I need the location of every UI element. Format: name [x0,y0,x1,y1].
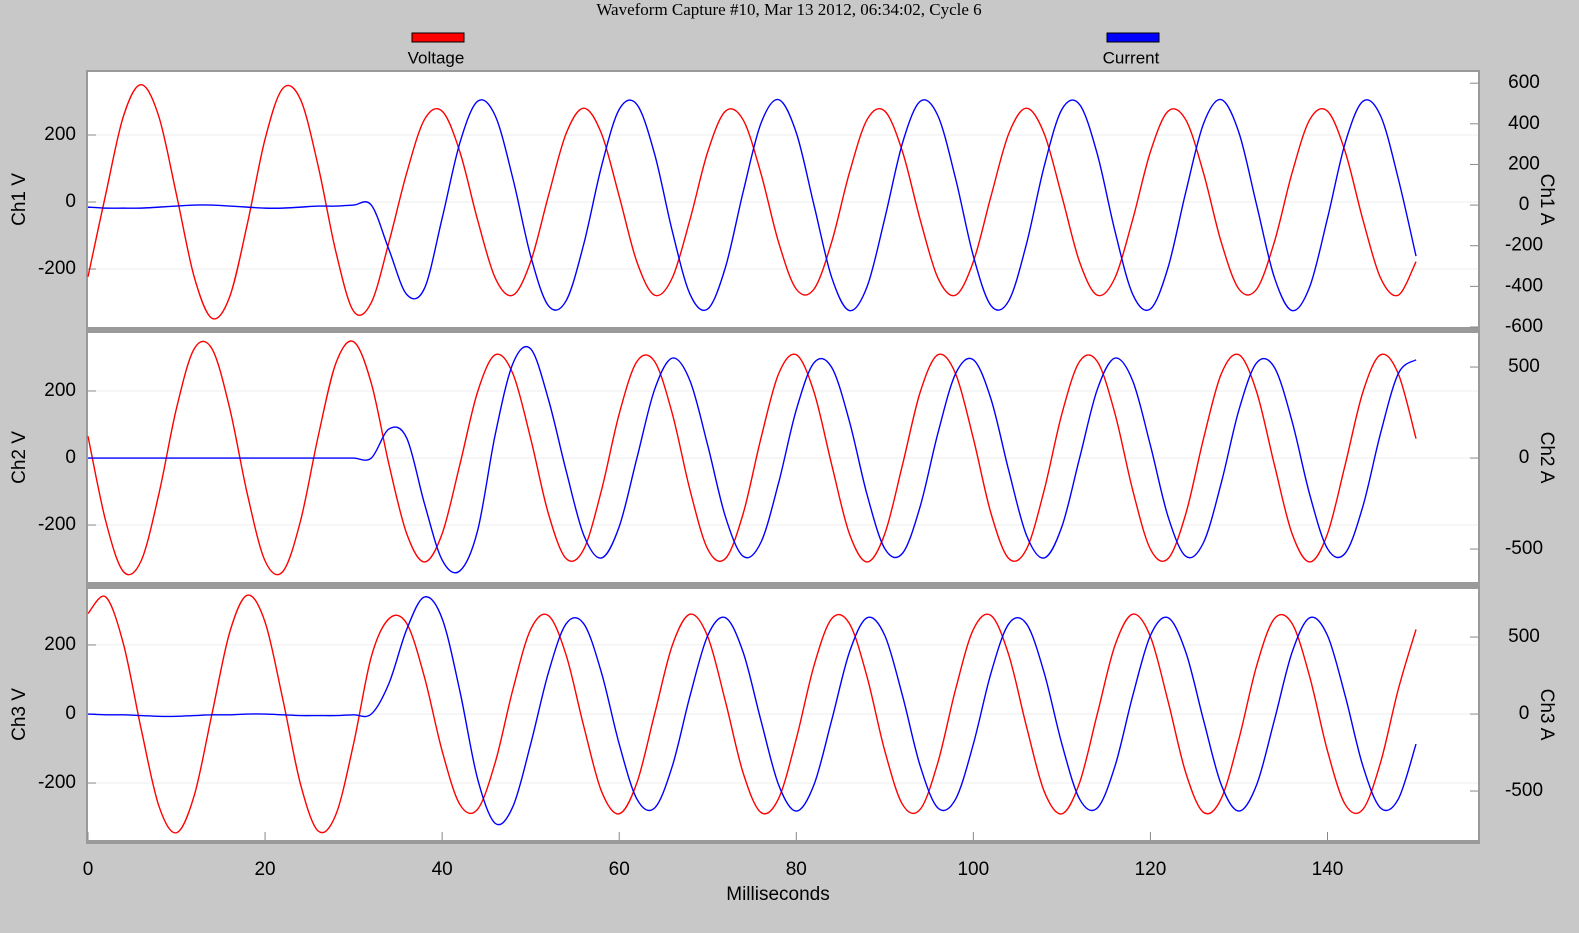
y2-tick-label: 600 [1508,72,1540,93]
y2-tick-label: 0 [1519,194,1530,215]
chart-title: Waveform Capture #10, Mar 13 2012, 06:34… [596,0,981,19]
y2-tick-label: 400 [1508,113,1540,134]
plot-area [88,589,1478,840]
legend-swatch [1106,32,1160,43]
x-tick-label: 40 [432,859,453,880]
plot-area [88,72,1478,327]
y-tick-label: 200 [44,634,76,655]
y2-axis-label: Ch3 A [1536,689,1557,741]
y2-axis-label: Ch1 A [1536,174,1557,226]
y2-tick-label: 200 [1508,153,1540,174]
y2-axis-label: Ch2 A [1536,432,1557,484]
series-line [87,594,1417,834]
y2-tick-label: 500 [1508,356,1540,377]
y2-tick-label: 0 [1519,447,1530,468]
series-line [87,98,1417,312]
legend-label: Current [1103,48,1160,67]
y-tick-label: -200 [38,514,76,535]
y-tick-label: -200 [38,772,76,793]
y2-tick-label: -400 [1505,275,1543,296]
y-tick-label: 200 [44,124,76,145]
y-tick-label: 0 [65,191,76,212]
x-tick-label: 140 [1312,859,1344,880]
legend-label: Voltage [408,48,465,67]
x-tick-label: 0 [83,859,94,880]
y2-tick-label: -200 [1505,235,1543,256]
y-axis-label: Ch3 V [9,688,30,741]
x-axis-label: Milliseconds [726,884,829,905]
x-tick-label: 20 [254,859,275,880]
y-tick-label: 0 [65,447,76,468]
series-line [87,596,1417,826]
y2-tick-label: -500 [1505,780,1543,801]
y-tick-label: -200 [38,258,76,279]
y2-tick-label: -600 [1505,316,1543,337]
y2-tick-label: 0 [1519,703,1530,724]
x-tick-label: 80 [786,859,807,880]
legend-swatch [411,32,465,43]
y-axis-label: Ch1 V [9,173,30,226]
x-tick-label: 120 [1135,859,1167,880]
series-line [87,340,1417,576]
series-line [87,84,1417,320]
y2-tick-label: -500 [1505,538,1543,559]
y2-tick-label: 500 [1508,626,1540,647]
y-tick-label: 0 [65,703,76,724]
y-tick-label: 200 [44,380,76,401]
series-line [88,345,1417,574]
x-tick-label: 100 [957,859,989,880]
x-tick-label: 60 [609,859,630,880]
y-axis-label: Ch2 V [9,431,30,484]
